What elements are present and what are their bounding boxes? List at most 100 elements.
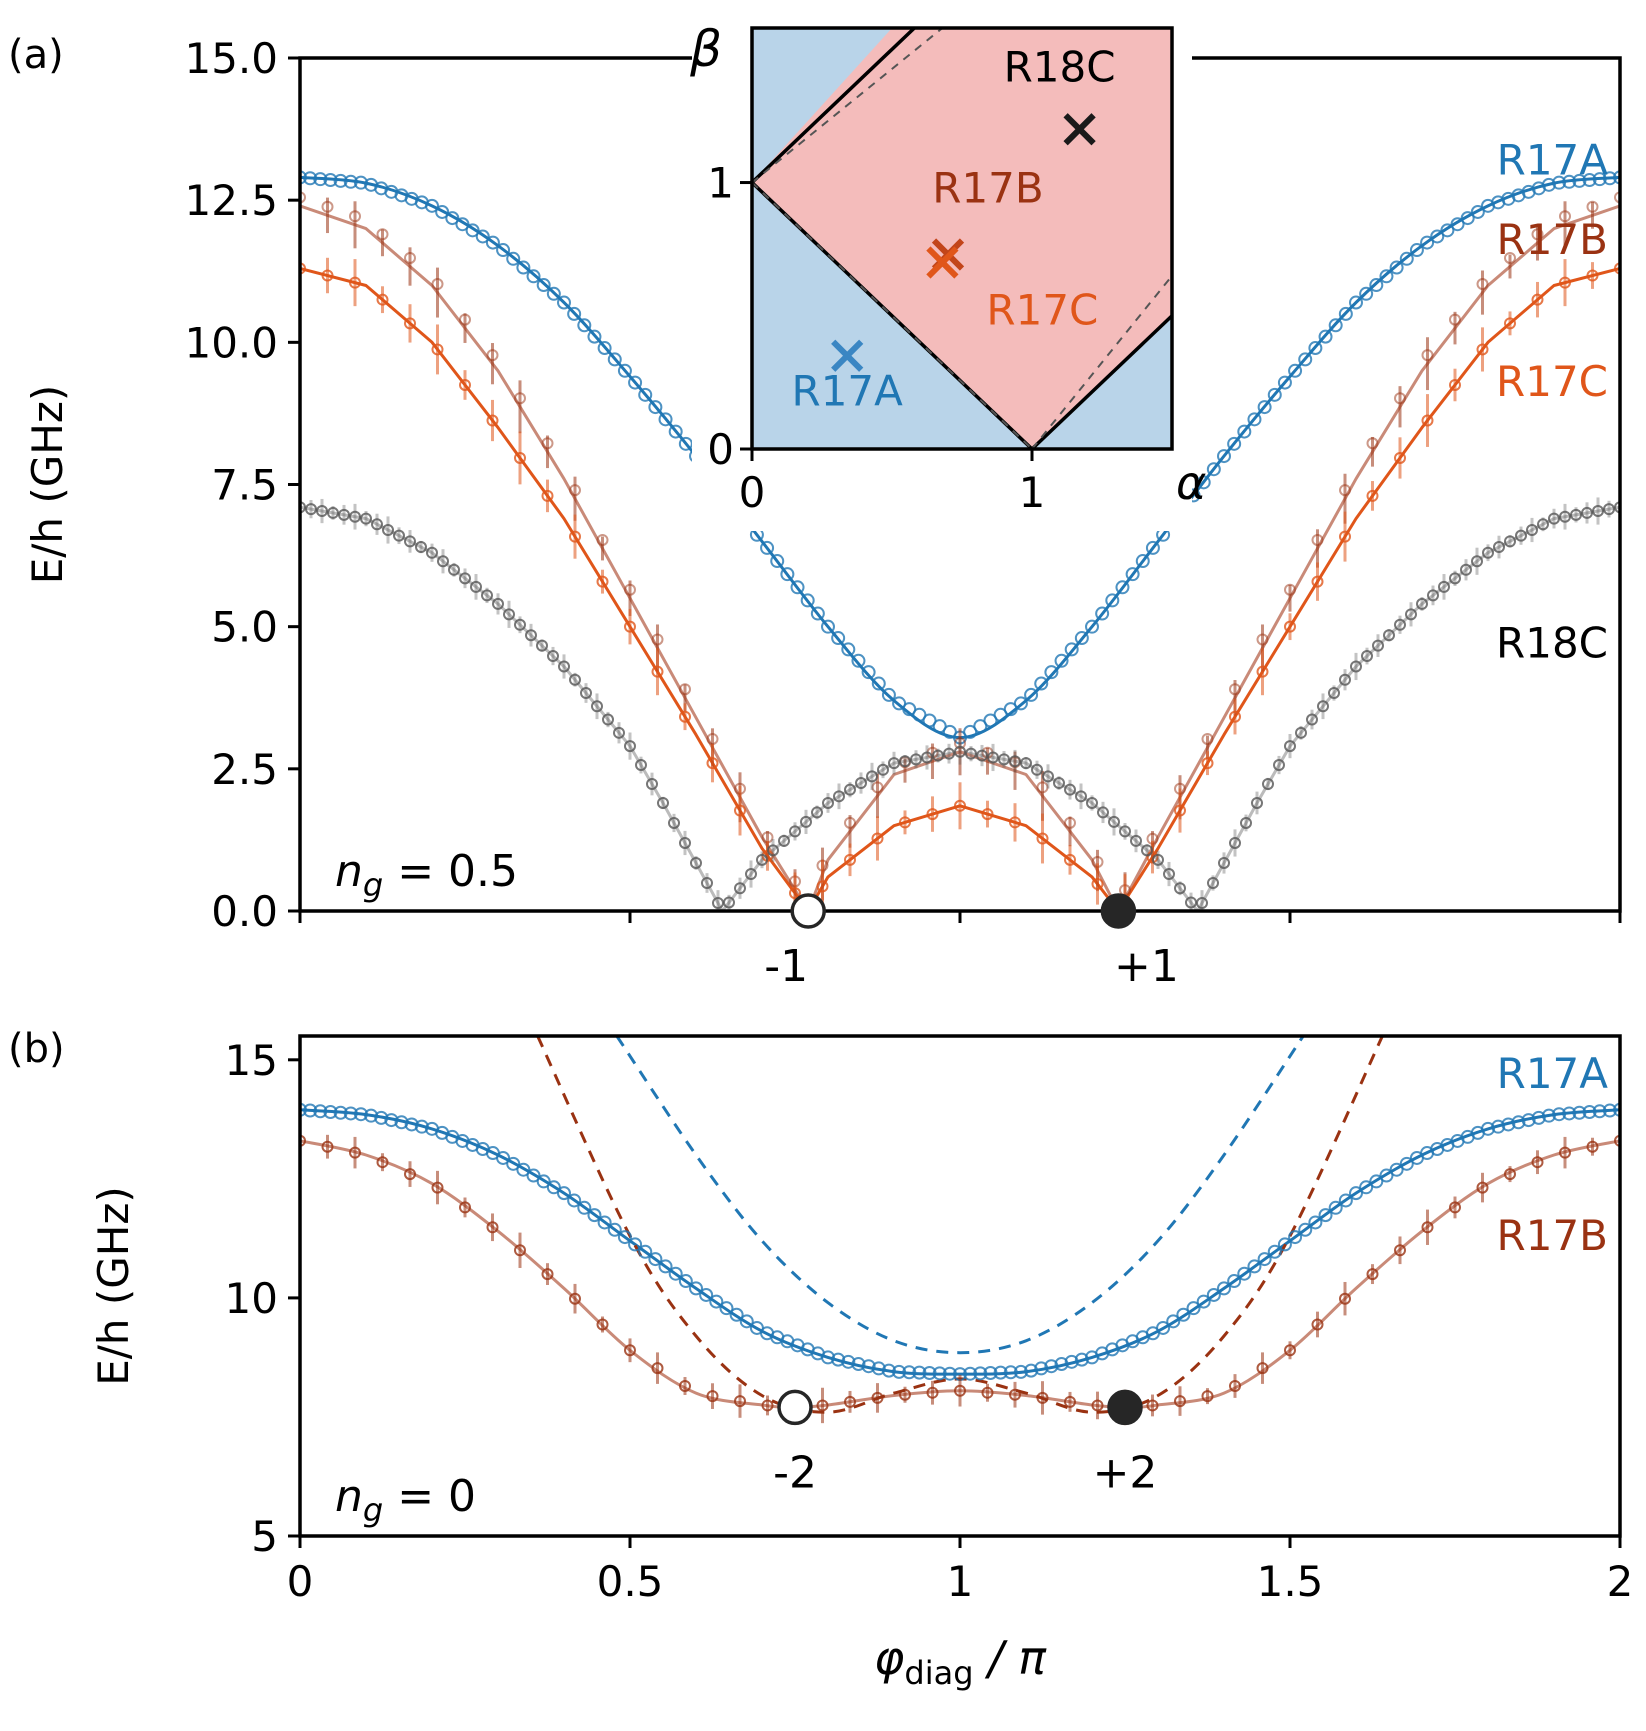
data-point bbox=[1438, 580, 1450, 593]
data-point bbox=[1009, 755, 1021, 768]
data-point bbox=[1317, 700, 1329, 713]
y-tick-label: 2.5 bbox=[211, 745, 278, 794]
data-point bbox=[745, 868, 757, 881]
data-point bbox=[1318, 1208, 1333, 1223]
data-point bbox=[1009, 816, 1021, 829]
data-point bbox=[1603, 503, 1615, 516]
y-tick-label: 0.0 bbox=[211, 887, 278, 936]
data-point bbox=[1009, 1388, 1021, 1401]
data-point bbox=[414, 1119, 429, 1134]
data-point bbox=[349, 510, 361, 523]
points-r18c bbox=[300, 495, 1620, 911]
data-point bbox=[374, 1110, 389, 1125]
data-point bbox=[719, 1301, 734, 1316]
data-point bbox=[1449, 378, 1461, 391]
inset-y-tick-label: 1 bbox=[707, 159, 734, 208]
data-point bbox=[486, 349, 499, 362]
data-point bbox=[1482, 546, 1494, 559]
data-point bbox=[1339, 530, 1351, 543]
data-point bbox=[303, 1103, 318, 1118]
x-tick-label: 0 bbox=[287, 1557, 314, 1606]
data-point bbox=[1186, 1301, 1201, 1316]
data-point bbox=[1295, 726, 1307, 739]
data-point bbox=[353, 1107, 368, 1122]
data-point bbox=[1339, 484, 1351, 497]
data-point bbox=[1559, 210, 1571, 223]
data-point bbox=[1511, 1115, 1526, 1130]
data-point bbox=[1119, 825, 1131, 838]
marker-label: -1 bbox=[764, 941, 808, 992]
data-point bbox=[912, 707, 927, 722]
data-point bbox=[1145, 540, 1160, 555]
data-point bbox=[1020, 757, 1032, 770]
data-point bbox=[1247, 1259, 1262, 1274]
data-point bbox=[1399, 1156, 1414, 1171]
data-point bbox=[1108, 815, 1120, 828]
data-point bbox=[1562, 1106, 1577, 1121]
data-point bbox=[821, 619, 835, 634]
data-point bbox=[922, 1365, 937, 1380]
data-point bbox=[981, 1386, 994, 1399]
data-point bbox=[323, 173, 338, 188]
data-point bbox=[569, 484, 581, 497]
data-point bbox=[1460, 211, 1475, 226]
data-point bbox=[1064, 1395, 1076, 1408]
data-point bbox=[871, 832, 884, 845]
data-point bbox=[1328, 318, 1343, 333]
legend-r18c: R18C bbox=[1496, 619, 1608, 668]
data-point bbox=[1339, 673, 1351, 686]
points-r17b bbox=[300, 1127, 1620, 1426]
data-point bbox=[679, 710, 691, 723]
data-point bbox=[1318, 329, 1333, 344]
data-point bbox=[844, 816, 856, 829]
data-point bbox=[831, 1352, 846, 1367]
data-point bbox=[1288, 1230, 1303, 1245]
axes-frame bbox=[298, 1034, 1622, 1538]
data-point bbox=[811, 806, 823, 819]
data-point bbox=[404, 1117, 419, 1132]
data-point bbox=[1366, 1268, 1379, 1281]
data-point bbox=[739, 1314, 754, 1329]
data-point bbox=[1196, 1294, 1211, 1309]
boundary-line bbox=[1030, 314, 1174, 451]
data-point bbox=[899, 816, 911, 829]
data-point bbox=[300, 1102, 307, 1117]
data-point bbox=[503, 608, 515, 621]
data-point bbox=[333, 1105, 348, 1120]
data-point bbox=[1044, 665, 1059, 680]
data-point bbox=[1440, 223, 1455, 238]
data-point bbox=[303, 171, 318, 186]
y-tick-label: 15 bbox=[225, 1036, 278, 1085]
data-point bbox=[547, 650, 559, 663]
data-point bbox=[943, 747, 955, 760]
data-point bbox=[1130, 834, 1142, 847]
region-red bbox=[752, 28, 1172, 449]
data-point bbox=[602, 713, 614, 726]
data-point bbox=[963, 1366, 978, 1381]
data-point bbox=[1229, 1380, 1241, 1392]
inset-point-r17a bbox=[831, 339, 864, 372]
data-point bbox=[1369, 278, 1384, 293]
data-point bbox=[1613, 1102, 1620, 1117]
data-point bbox=[300, 1134, 306, 1147]
data-point bbox=[327, 506, 339, 519]
data-point bbox=[300, 191, 306, 204]
data-point bbox=[963, 724, 978, 739]
data-point bbox=[902, 1365, 917, 1380]
data-point bbox=[712, 896, 724, 909]
data-point bbox=[1053, 777, 1065, 790]
data-point bbox=[1421, 414, 1434, 427]
data-point bbox=[1541, 1108, 1556, 1123]
data-point bbox=[658, 412, 673, 427]
data-point bbox=[932, 719, 947, 734]
inset-x-tick-label: 0 bbox=[739, 468, 766, 517]
x-axis-label: φdiag / π bbox=[874, 1631, 1047, 1692]
data-point bbox=[761, 1399, 774, 1412]
data-point bbox=[1405, 608, 1417, 621]
legend-r17c: R17C bbox=[1496, 357, 1608, 406]
inset-label-r17c: R17C bbox=[986, 285, 1098, 334]
data-point bbox=[734, 1395, 746, 1408]
data-point bbox=[587, 329, 602, 344]
data-point bbox=[569, 1292, 581, 1305]
